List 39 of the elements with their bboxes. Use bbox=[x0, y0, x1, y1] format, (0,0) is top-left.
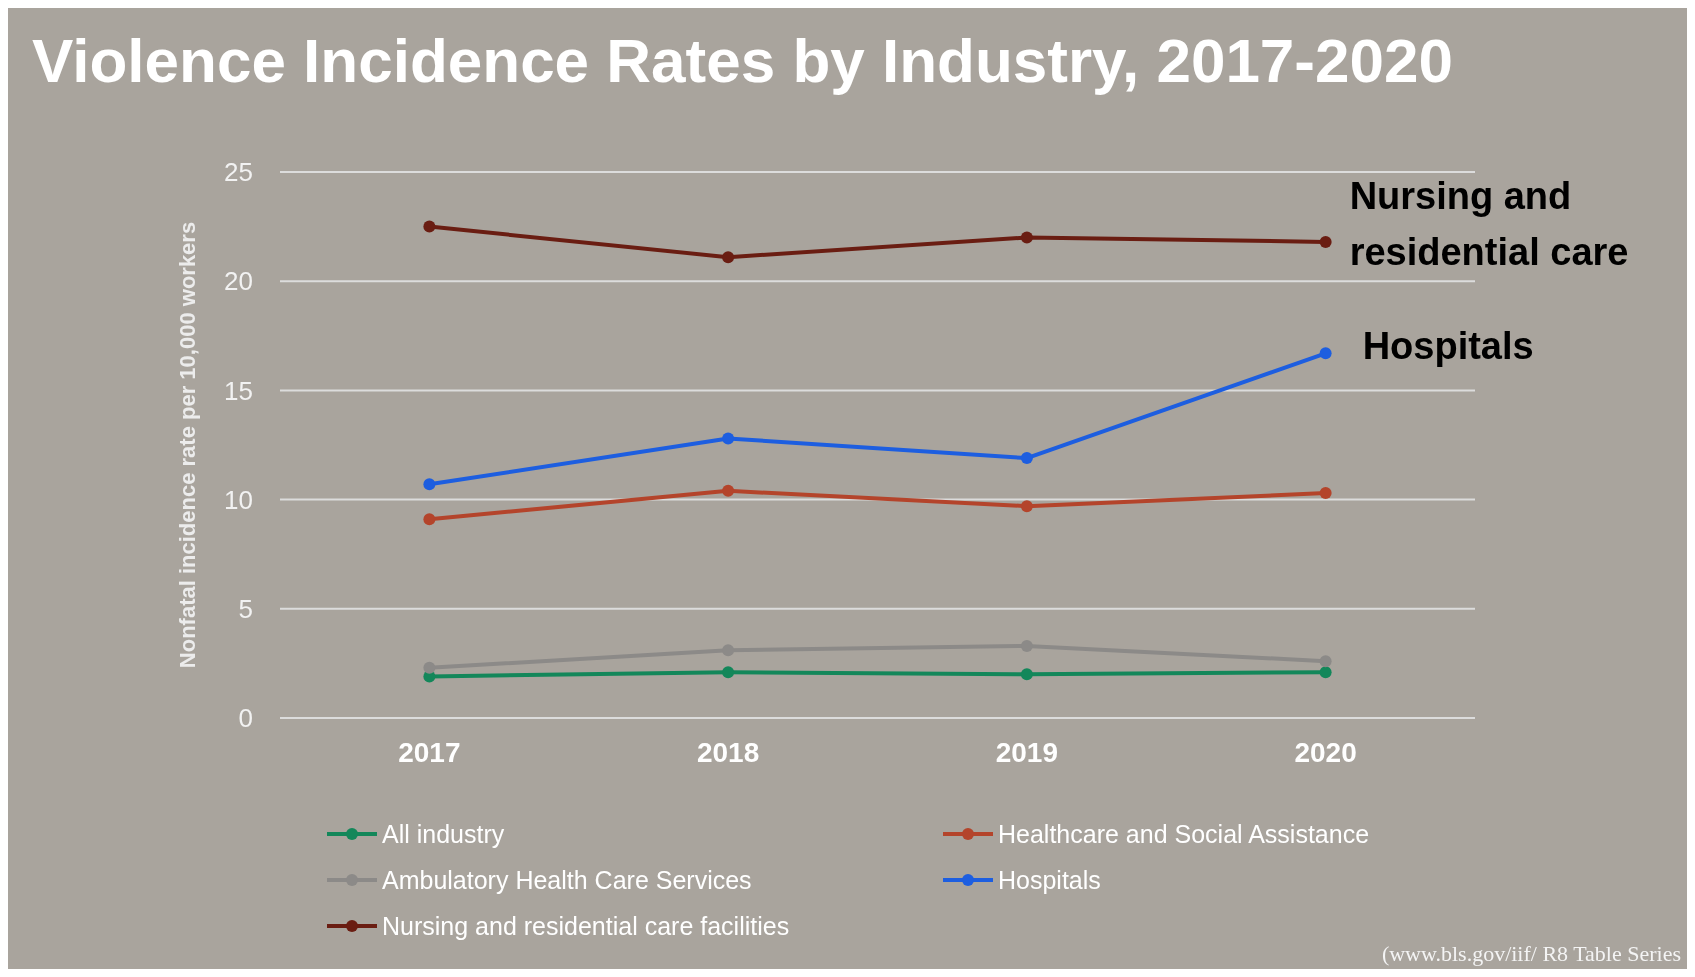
text: (www.bls.gov/iif/ R8 Table Series bbox=[1381, 941, 1681, 966]
point bbox=[722, 666, 735, 679]
point bbox=[1020, 500, 1033, 513]
point bbox=[722, 484, 735, 497]
x-tick-label: 2020 bbox=[1294, 737, 1357, 768]
legend-label: Nursing and residential care facilities bbox=[382, 911, 790, 940]
point bbox=[722, 251, 735, 264]
point bbox=[423, 661, 436, 674]
legend-label: Hospitals bbox=[998, 865, 1101, 894]
point bbox=[722, 644, 735, 657]
y-tick-label: 0 bbox=[238, 703, 253, 734]
annotation: Nursing and residential care bbox=[1349, 175, 1629, 274]
point bbox=[1319, 666, 1332, 679]
y-tick-label: 20 bbox=[224, 266, 253, 297]
point bbox=[1319, 655, 1332, 668]
point bbox=[1319, 235, 1332, 248]
point bbox=[1319, 487, 1332, 500]
point bbox=[1020, 668, 1033, 681]
point bbox=[1319, 347, 1332, 360]
y-axis-title: Nonfatal incidence rate per 10,000 workers bbox=[175, 221, 200, 669]
point bbox=[423, 478, 436, 491]
y-tick-label: 15 bbox=[224, 375, 253, 406]
point bbox=[722, 432, 735, 445]
point bbox=[423, 513, 436, 526]
chart-title: Violence Incidence Rates by Industry, 2017-2020 bbox=[32, 26, 1453, 95]
point bbox=[1020, 452, 1033, 465]
legend-label: All industry bbox=[382, 819, 505, 848]
y-tick-label: 10 bbox=[224, 484, 253, 515]
x-tick-label: 2018 bbox=[696, 737, 760, 768]
x-tick-label: 2019 bbox=[995, 737, 1059, 768]
y-tick-label: 25 bbox=[224, 157, 253, 188]
x-tick-label: 2017 bbox=[398, 737, 461, 768]
point bbox=[423, 220, 436, 233]
point bbox=[1020, 639, 1033, 652]
legend-label: Healthcare and Social Assistance bbox=[998, 819, 1370, 848]
legend-label: Ambulatory Health Care Services bbox=[382, 865, 752, 894]
annotation: Hospitals bbox=[1362, 324, 1534, 367]
point bbox=[1020, 231, 1033, 244]
y-tick-label: 5 bbox=[238, 593, 253, 624]
